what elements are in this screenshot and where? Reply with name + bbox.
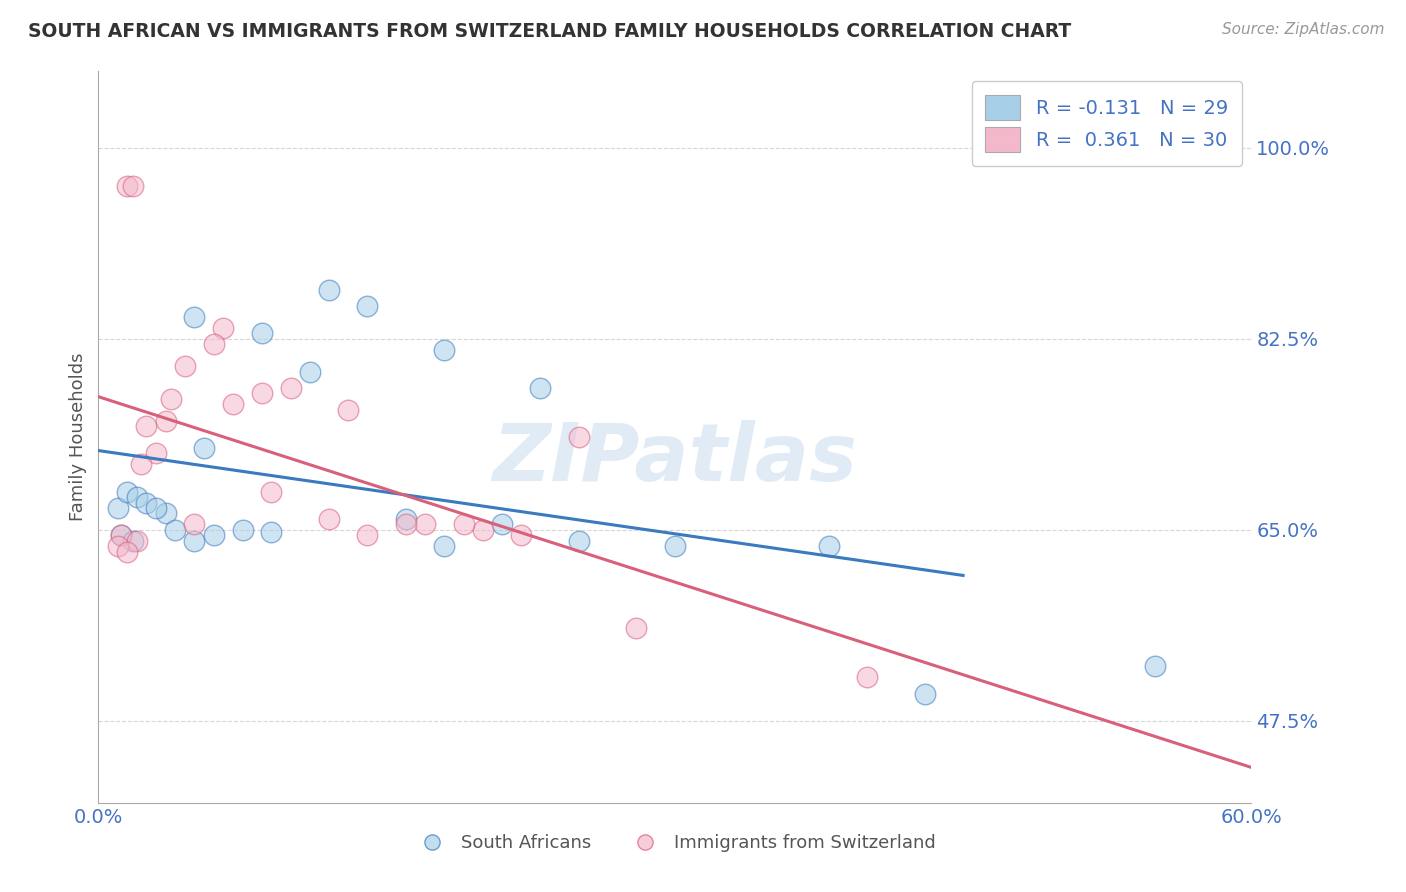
Point <box>193 441 215 455</box>
Legend: South Africans, Immigrants from Switzerland: South Africans, Immigrants from Switzerl… <box>406 827 943 860</box>
Point <box>413 517 436 532</box>
Point <box>110 528 132 542</box>
Point <box>202 337 225 351</box>
Point <box>125 533 148 548</box>
Point <box>395 517 418 532</box>
Point <box>471 523 494 537</box>
Point <box>174 359 197 373</box>
Point <box>250 386 273 401</box>
Point <box>453 517 475 532</box>
Point <box>117 545 139 559</box>
Point <box>856 670 879 684</box>
Point <box>122 533 145 548</box>
Point <box>165 523 187 537</box>
Point <box>318 512 340 526</box>
Point <box>433 343 456 357</box>
Point <box>337 402 360 417</box>
Point <box>117 179 139 194</box>
Point <box>135 419 157 434</box>
Point <box>183 517 205 532</box>
Point <box>356 299 378 313</box>
Point <box>222 397 245 411</box>
Point <box>212 321 235 335</box>
Text: Source: ZipAtlas.com: Source: ZipAtlas.com <box>1222 22 1385 37</box>
Text: ZIPatlas: ZIPatlas <box>492 420 858 498</box>
Point <box>356 528 378 542</box>
Point <box>914 687 936 701</box>
Point <box>250 326 273 341</box>
Point <box>318 283 340 297</box>
Point <box>155 414 177 428</box>
Point <box>202 528 225 542</box>
Text: SOUTH AFRICAN VS IMMIGRANTS FROM SWITZERLAND FAMILY HOUSEHOLDS CORRELATION CHART: SOUTH AFRICAN VS IMMIGRANTS FROM SWITZER… <box>28 22 1071 41</box>
Point <box>122 179 145 194</box>
Point <box>664 539 686 553</box>
Point <box>260 484 283 499</box>
Point <box>433 539 456 553</box>
Point <box>510 528 533 542</box>
Point <box>183 533 205 548</box>
Point <box>117 484 139 499</box>
Point <box>395 512 418 526</box>
Point <box>626 621 648 635</box>
Point <box>231 523 254 537</box>
Point <box>110 528 132 542</box>
Point <box>145 501 167 516</box>
Point <box>160 392 183 406</box>
Point <box>1144 659 1167 673</box>
Point <box>135 495 157 509</box>
Point <box>129 458 152 472</box>
Point <box>107 501 129 516</box>
Point <box>280 381 302 395</box>
Point <box>145 446 167 460</box>
Point <box>125 490 148 504</box>
Point <box>155 507 177 521</box>
Point <box>298 365 321 379</box>
Point <box>107 539 129 553</box>
Y-axis label: Family Households: Family Households <box>69 353 87 521</box>
Point <box>529 381 551 395</box>
Point <box>568 533 591 548</box>
Point <box>183 310 205 324</box>
Point <box>568 430 591 444</box>
Point <box>260 524 283 539</box>
Point <box>491 517 513 532</box>
Point <box>817 539 839 553</box>
